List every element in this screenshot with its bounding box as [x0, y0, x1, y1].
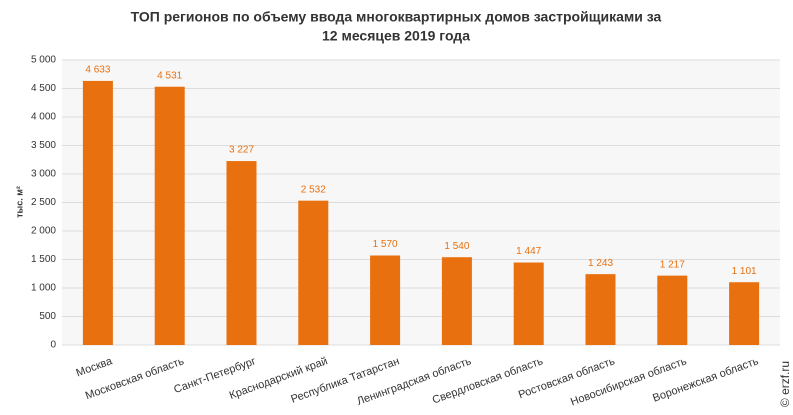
bar: [226, 161, 257, 345]
y-tick-label: 1 000: [31, 283, 56, 294]
bar: [657, 275, 688, 345]
y-tick-label: 4 000: [31, 112, 56, 123]
bar: [370, 255, 401, 345]
y-tick-label: 0: [50, 340, 56, 351]
y-tick-label: 1 500: [31, 254, 56, 265]
bar: [441, 257, 472, 345]
value-label: 4 531: [157, 70, 182, 81]
value-label: 1 217: [660, 259, 685, 270]
x-tick-label: Новосибирская область: [569, 355, 688, 408]
bar: [154, 86, 185, 345]
y-tick-label: 2 500: [31, 197, 56, 208]
bar: [585, 274, 616, 345]
chart-title: ТОП регионов по объему ввода многокварти…: [131, 9, 662, 25]
x-tick-label: Москва: [75, 355, 115, 379]
y-axis-label: тыс. м²: [14, 186, 24, 218]
value-label: 1 540: [444, 241, 469, 252]
chart-title: 12 месяцев 2019 года: [322, 28, 470, 44]
bar: [298, 200, 329, 345]
y-tick-label: 4 500: [31, 83, 56, 94]
watermark: © erzf.ru: [778, 361, 792, 407]
value-label: 4 633: [85, 65, 110, 76]
y-tick-label: 3 500: [31, 140, 56, 151]
value-label: 1 101: [732, 266, 757, 277]
y-tick-label: 2 000: [31, 226, 56, 237]
value-label: 1 570: [373, 239, 398, 250]
value-label: 2 532: [301, 184, 326, 195]
y-tick-label: 3 000: [31, 169, 56, 180]
bar: [82, 80, 113, 345]
bar: [729, 282, 760, 345]
bar: [513, 262, 544, 345]
value-label: 1 447: [516, 246, 541, 257]
y-tick-label: 500: [39, 311, 56, 322]
y-tick-label: 5 000: [31, 55, 56, 66]
value-label: 3 227: [229, 145, 254, 156]
value-label: 1 243: [588, 258, 613, 269]
